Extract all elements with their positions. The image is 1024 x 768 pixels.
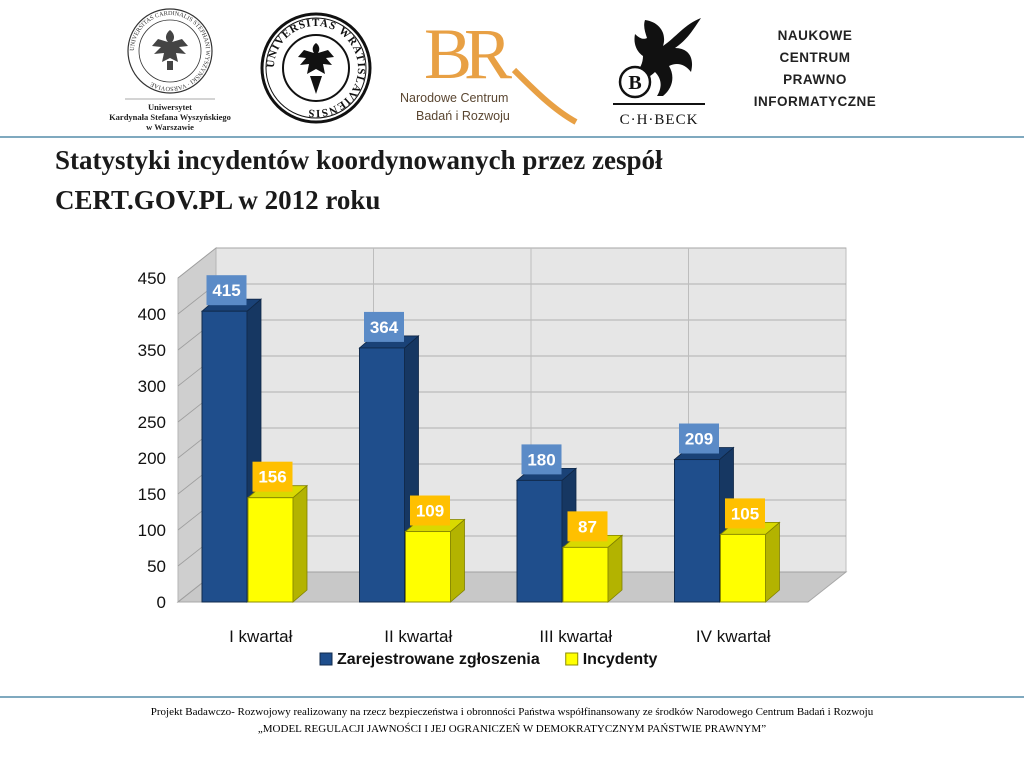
x-tick-label: III kwartał	[539, 627, 612, 646]
data-label-text: 209	[685, 430, 713, 449]
uksw-caption-line-1: Uniwersytet	[148, 102, 192, 112]
bar-incydenty	[404, 518, 466, 603]
legend-item: Zarejestrowane zgłoszenia	[319, 651, 540, 668]
x-tick-label: I kwartał	[229, 627, 293, 646]
data-label-bg	[567, 511, 608, 542]
bottom-divider	[0, 696, 1024, 698]
ncpi-line-2: CENTRUM	[780, 50, 851, 65]
eagle-icon	[298, 43, 334, 94]
data-label: 364	[364, 311, 404, 342]
data-label-text: 109	[416, 502, 444, 521]
data-label-bg	[521, 444, 562, 475]
bar-front	[201, 310, 248, 603]
y-tick-label: 150	[138, 485, 166, 504]
data-label-text: 156	[258, 468, 286, 487]
data-label: 156	[252, 461, 293, 492]
bar-chart: 0 50 100 150 200 250 300 350 400 450 415 156 I kwar…	[138, 246, 848, 668]
ncbr-monogram: BR	[424, 14, 512, 94]
uksw-logo: UNIVERSITAS CARDINALIS STEPHANI WYSZYNSK…	[109, 8, 231, 132]
eagle-icon	[152, 30, 188, 70]
y-tick-label: 50	[147, 557, 166, 576]
uwr-logo: UNIVERSITAS WRATISLAVIENSIS	[260, 12, 372, 124]
y-tick-label: 300	[138, 377, 166, 396]
data-label-text: 87	[578, 517, 597, 536]
x-tick-label: II kwartał	[384, 627, 452, 646]
data-label-bg	[252, 461, 293, 492]
bar-front	[516, 479, 563, 603]
ncbr-logo: BR Narodowe Centrum Badań i Rozwoju	[400, 14, 578, 125]
bar-front	[359, 347, 405, 603]
title-line-1: Statystyki incydentów koordynowanych prz…	[55, 145, 663, 175]
data-label: 209	[679, 423, 719, 454]
data-label: 109	[410, 495, 450, 526]
bar-front	[247, 497, 294, 603]
legend-label: Incydenty	[583, 651, 658, 668]
bar-incydenty	[719, 521, 781, 603]
bar-front	[405, 531, 451, 603]
data-label: 180	[521, 444, 562, 475]
data-label-text: 180	[527, 450, 555, 469]
data-label-bg	[410, 495, 450, 526]
bar-front	[562, 546, 609, 603]
data-label-bg	[725, 498, 765, 529]
gridline	[177, 247, 846, 279]
y-tick-label: 250	[138, 413, 166, 432]
y-tick-label: 400	[138, 305, 166, 324]
legend-label: Zarejestrowane zgłoszenia	[337, 651, 540, 668]
title-line-2: CERT.GOV.PL w 2012 roku	[55, 185, 381, 215]
page-title: Statystyki incydentów koordynowanych prz…	[55, 140, 955, 220]
ncpi-line-1: NAUKOWE	[778, 28, 853, 43]
data-label-text: 105	[731, 504, 759, 523]
bar-side	[765, 521, 780, 603]
y-tick-label: 100	[138, 521, 166, 540]
footer: Projekt Badawczo- Rozwojowy realizowany …	[0, 704, 1024, 738]
ncbr-caption-line-2: Badań i Rozwoju	[416, 109, 510, 123]
legend-item: Incydenty	[565, 651, 658, 668]
beck-badge: B	[628, 72, 641, 94]
data-label-text: 364	[370, 318, 399, 337]
bar-front	[720, 533, 766, 603]
x-tick-label: IV kwartał	[696, 627, 771, 646]
data-label: 415	[206, 275, 247, 306]
ncpi-line-3: PRAWNO	[783, 72, 847, 87]
beck-logo: B C·H·BECK	[613, 18, 705, 128]
footer-line-2: „MODEL REGULACJI JAWNOŚCI I JEJ OGRANICZ…	[257, 723, 767, 735]
bar-incydenty	[246, 484, 309, 603]
y-tick-label: 200	[138, 449, 166, 468]
bar-incydenty	[561, 534, 624, 603]
logo-bar: UNIVERSITAS CARDINALIS STEPHANI WYSZYNSK…	[0, 0, 1024, 138]
y-tick-label: 0	[157, 593, 166, 612]
data-label-bg	[679, 423, 719, 454]
uksw-caption-line-2: Kardynała Stefana Wyszyńskiego	[109, 112, 231, 122]
data-label-bg	[206, 275, 247, 306]
bar-side	[292, 484, 308, 603]
y-tick-label: 450	[138, 269, 166, 288]
footer-line-1: Projekt Badawczo- Rozwojowy realizowany …	[150, 706, 874, 718]
data-label-text: 415	[212, 281, 240, 300]
ncpi-logo: NAUKOWE CENTRUM PRAWNO INFORMATYCZNE	[754, 28, 877, 109]
data-label-bg	[364, 311, 404, 342]
data-label: 87	[567, 511, 608, 542]
bar-front	[674, 459, 720, 603]
legend-swatch	[319, 652, 333, 666]
legend-swatch	[565, 652, 579, 666]
uksw-caption-line-3: w Warszawie	[146, 122, 194, 132]
ncpi-line-4: INFORMATYCZNE	[754, 94, 877, 109]
top-divider	[0, 136, 1024, 138]
beck-caption: C·H·BECK	[620, 112, 699, 128]
ncbr-caption-line-1: Narodowe Centrum	[400, 91, 508, 105]
chart-container: 0 50 100 150 200 250 300 350 400 450 415 156 I kwar…	[108, 214, 874, 696]
data-label: 105	[725, 498, 765, 529]
y-tick-label: 350	[138, 341, 166, 360]
bar-side	[450, 518, 465, 603]
